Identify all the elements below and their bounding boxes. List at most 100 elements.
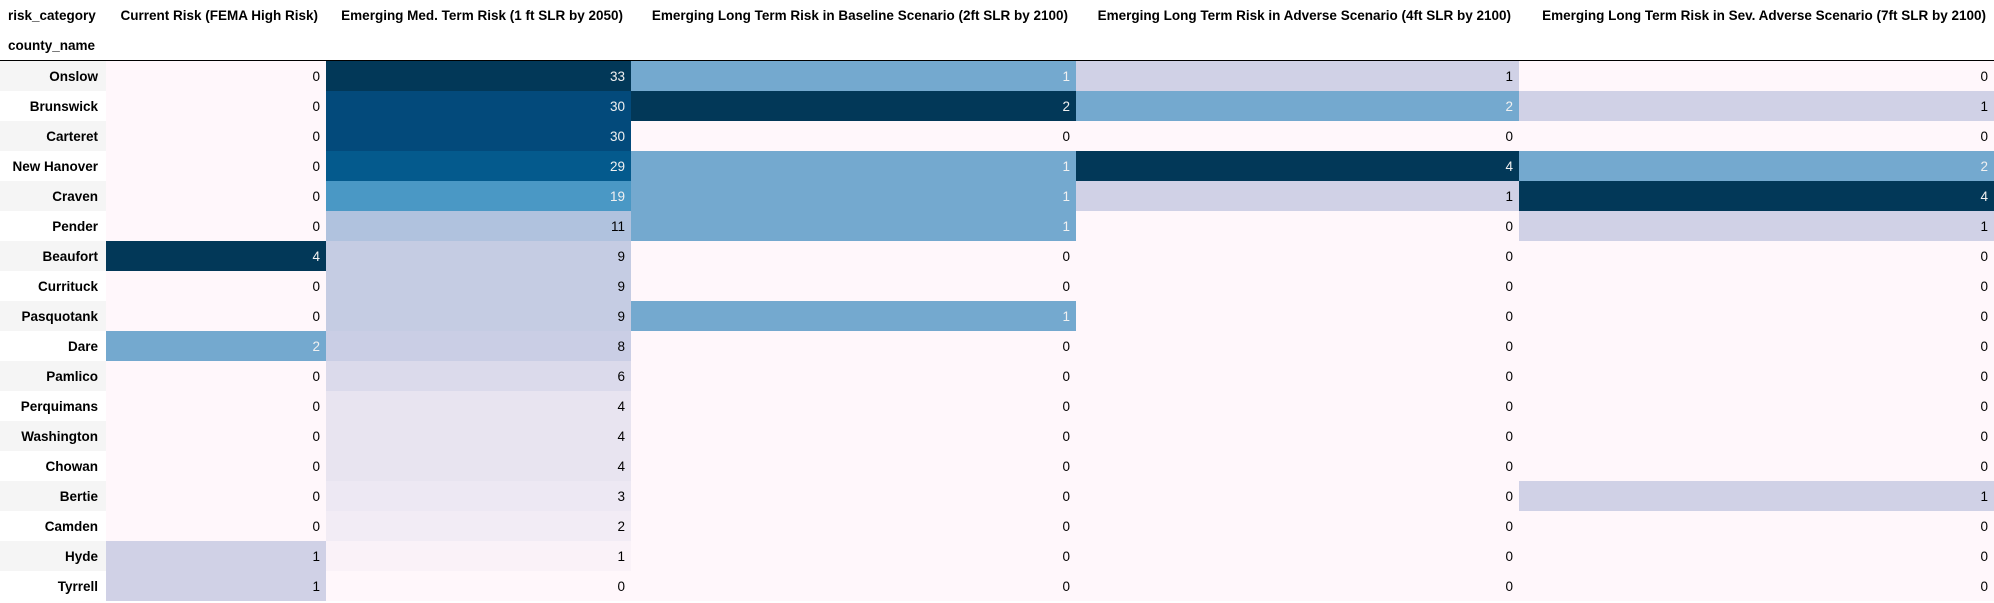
- table-row: Hyde 1 1 0 0 0: [0, 541, 1994, 571]
- county-name-cell: Carteret: [0, 121, 106, 151]
- column-header-adverse-risk: Emerging Long Term Risk in Adverse Scena…: [1097, 7, 1511, 23]
- risk-value-cell: 4: [106, 241, 326, 271]
- risk-value-cell: 0: [1076, 211, 1519, 241]
- risk-value-cell: 0: [1076, 121, 1519, 151]
- table-row: Camden 0 2 0 0 0: [0, 511, 1994, 541]
- risk-value-cell: 6: [326, 361, 631, 391]
- risk-value-cell: 9: [326, 271, 631, 301]
- table-row: Brunswick 0 30 2 2 1: [0, 91, 1994, 121]
- table-row: Bertie 0 3 0 0 1: [0, 481, 1994, 511]
- risk-value-cell: 0: [1076, 361, 1519, 391]
- risk-value-cell: 0: [1076, 421, 1519, 451]
- risk-value-cell: 0: [106, 121, 326, 151]
- county-name-cell: Craven: [0, 181, 106, 211]
- table-row: Tyrrell 1 0 0 0 0: [0, 571, 1994, 601]
- risk-value-cell: 0: [106, 391, 326, 421]
- risk-value-cell: 1: [1076, 181, 1519, 211]
- risk-value-cell: 0: [631, 271, 1076, 301]
- risk-value-cell: 0: [1519, 60, 1994, 91]
- index-name-spacer: [1519, 30, 1994, 61]
- risk-value-cell: 0: [106, 151, 326, 181]
- risk-value-cell: 11: [326, 211, 631, 241]
- index-name-row: county_name: [0, 30, 1994, 61]
- county-name-cell: Pamlico: [0, 361, 106, 391]
- index-name-spacer: [631, 30, 1076, 61]
- risk-value-cell: 2: [1076, 91, 1519, 121]
- risk-value-cell: 19: [326, 181, 631, 211]
- county-name-cell: Currituck: [0, 271, 106, 301]
- table-body: Onslow 0 33 1 1 0 Brunswick 0 30 2 2 1 Carteret 0 30 0 0…: [0, 60, 1994, 601]
- risk-value-cell: 30: [326, 91, 631, 121]
- county-name-cell: Pasquotank: [0, 301, 106, 331]
- risk-value-cell: 0: [631, 451, 1076, 481]
- table-row: Dare 2 8 0 0 0: [0, 331, 1994, 361]
- column-header-medium-term-risk: Emerging Med. Term Risk (1 ft SLR by 205…: [341, 7, 623, 23]
- index-name-spacer: [106, 30, 326, 61]
- table-row: Chowan 0 4 0 0 0: [0, 451, 1994, 481]
- risk-value-cell: 0: [326, 571, 631, 601]
- county-name-cell: Chowan: [0, 451, 106, 481]
- table-row: Beaufort 4 9 0 0 0: [0, 241, 1994, 271]
- risk-value-cell: 0: [1076, 571, 1519, 601]
- risk-value-cell: 1: [1076, 60, 1519, 91]
- table-row: Craven 0 19 1 1 4: [0, 181, 1994, 211]
- risk-value-cell: 1: [631, 60, 1076, 91]
- risk-value-cell: 0: [1076, 301, 1519, 331]
- risk-value-cell: 0: [1519, 541, 1994, 571]
- risk-value-cell: 1: [106, 541, 326, 571]
- risk-value-cell: 0: [1519, 301, 1994, 331]
- column-header-current-risk: Current Risk (FEMA High Risk): [120, 7, 318, 23]
- risk-value-cell: 0: [631, 391, 1076, 421]
- risk-value-cell: 2: [326, 511, 631, 541]
- risk-value-cell: 1: [106, 571, 326, 601]
- risk-value-cell: 0: [631, 121, 1076, 151]
- county-name-cell: Hyde: [0, 541, 106, 571]
- risk-value-cell: 0: [1519, 571, 1994, 601]
- county-name-cell: Beaufort: [0, 241, 106, 271]
- county-name-cell: Dare: [0, 331, 106, 361]
- risk-value-cell: 0: [1076, 391, 1519, 421]
- risk-value-cell: 0: [1519, 421, 1994, 451]
- risk-value-cell: 2: [1519, 151, 1994, 181]
- risk-value-cell: 0: [631, 481, 1076, 511]
- risk-value-cell: 1: [1519, 481, 1994, 511]
- column-header-row: risk_category Current Risk (FEMA High Ri…: [0, 0, 1994, 30]
- risk-value-cell: 2: [106, 331, 326, 361]
- risk-value-cell: 0: [631, 331, 1076, 361]
- table-row: Pasquotank 0 9 1 0 0: [0, 301, 1994, 331]
- risk-value-cell: 4: [326, 391, 631, 421]
- table-row: Washington 0 4 0 0 0: [0, 421, 1994, 451]
- risk-value-cell: 9: [326, 301, 631, 331]
- index-name: county_name: [0, 30, 106, 61]
- risk-value-cell: 0: [1519, 331, 1994, 361]
- risk-value-cell: 1: [631, 151, 1076, 181]
- risk-value-cell: 0: [1519, 241, 1994, 271]
- index-name-spacer: [1076, 30, 1519, 61]
- risk-value-cell: 0: [631, 571, 1076, 601]
- risk-value-cell: 2: [631, 91, 1076, 121]
- risk-value-cell: 0: [106, 211, 326, 241]
- county-name-cell: Onslow: [0, 60, 106, 91]
- risk-value-cell: 0: [1519, 391, 1994, 421]
- risk-value-cell: 0: [1076, 511, 1519, 541]
- table-row: New Hanover 0 29 1 4 2: [0, 151, 1994, 181]
- table-header: risk_category Current Risk (FEMA High Ri…: [0, 0, 1994, 61]
- county-name-cell: Perquimans: [0, 391, 106, 421]
- risk-value-cell: 9: [326, 241, 631, 271]
- risk-value-cell: 0: [1076, 271, 1519, 301]
- risk-value-cell: 0: [106, 361, 326, 391]
- risk-value-cell: 0: [631, 541, 1076, 571]
- table-row: Currituck 0 9 0 0 0: [0, 271, 1994, 301]
- risk-value-cell: 0: [1076, 481, 1519, 511]
- risk-value-cell: 1: [631, 211, 1076, 241]
- risk-value-cell: 29: [326, 151, 631, 181]
- risk-value-cell: 4: [1076, 151, 1519, 181]
- risk-value-cell: 0: [1519, 271, 1994, 301]
- risk-value-cell: 0: [631, 241, 1076, 271]
- index-name-spacer: [326, 30, 631, 61]
- risk-value-cell: 0: [631, 421, 1076, 451]
- risk-value-cell: 1: [1519, 91, 1994, 121]
- risk-value-cell: 0: [106, 91, 326, 121]
- risk-value-cell: 0: [106, 511, 326, 541]
